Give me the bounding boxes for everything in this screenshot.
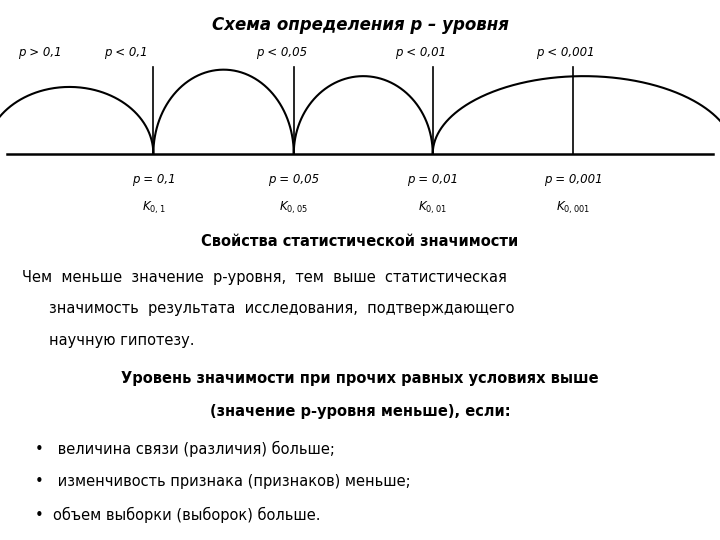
Text: p < 0,1: p < 0,1 [104, 46, 148, 59]
Text: p < 0,01: p < 0,01 [395, 46, 446, 59]
Text: Свойства статистической значимости: Свойства статистической значимости [202, 234, 518, 248]
Text: $K_{0,1}$: $K_{0,1}$ [142, 199, 165, 215]
Text: p = 0,05: p = 0,05 [268, 173, 320, 186]
Text: p > 0,1: p > 0,1 [18, 46, 62, 59]
Text: p < 0,05: p < 0,05 [256, 46, 307, 59]
Text: •   величина связи (различия) больше;: • величина связи (различия) больше; [35, 441, 335, 457]
Text: p = 0,1: p = 0,1 [132, 173, 175, 186]
Text: значимость  результата  исследования,  подтверждающего: значимость результата исследования, подт… [49, 301, 514, 316]
Text: $K_{0,05}$: $K_{0,05}$ [279, 199, 308, 215]
Text: $K_{0,001}$: $K_{0,001}$ [556, 199, 590, 215]
Text: Схема определения р – уровня: Схема определения р – уровня [212, 16, 508, 33]
Text: Уровень значимости при прочих равных условиях выше: Уровень значимости при прочих равных усл… [121, 371, 599, 386]
Text: Чем  меньше  значение  p-уровня,  тем  выше  статистическая: Чем меньше значение p-уровня, тем выше с… [22, 270, 506, 285]
Text: $K_{0,01}$: $K_{0,01}$ [418, 199, 447, 215]
Text: p = 0,01: p = 0,01 [407, 173, 459, 186]
Text: p < 0,001: p < 0,001 [536, 46, 595, 59]
Text: (значение p-уровня меньше), если:: (значение p-уровня меньше), если: [210, 404, 510, 419]
Text: p = 0,001: p = 0,001 [544, 173, 603, 186]
Text: научную гипотезу.: научную гипотезу. [49, 333, 194, 348]
Text: •   изменчивость признака (признаков) меньше;: • изменчивость признака (признаков) мень… [35, 474, 411, 489]
Text: •  объем выборки (выборок) больше.: • объем выборки (выборок) больше. [35, 507, 320, 523]
